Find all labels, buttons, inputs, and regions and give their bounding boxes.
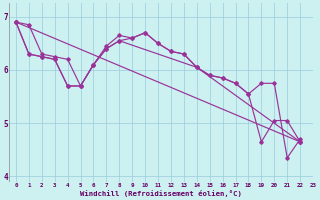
X-axis label: Windchill (Refroidissement éolien,°C): Windchill (Refroidissement éolien,°C) [80,190,242,197]
